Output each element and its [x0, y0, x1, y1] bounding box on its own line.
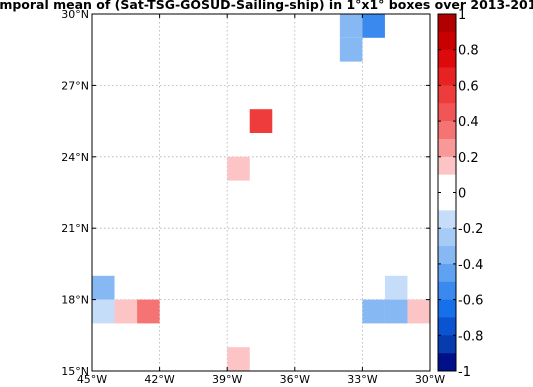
heatmap-cell — [92, 299, 115, 324]
colorbar-bin — [438, 210, 456, 229]
colorbar-bin — [438, 335, 456, 354]
y-tick-label: 30°N — [61, 8, 89, 21]
colorbar-bin — [438, 353, 456, 372]
heatmap-cell — [227, 347, 250, 371]
colorbar-bin — [438, 192, 456, 211]
heatmap-cell — [227, 156, 250, 181]
y-tick-label: 27°N — [61, 79, 89, 92]
heatmap-cell — [249, 109, 273, 133]
colorbar-tick-label: 0 — [458, 187, 466, 202]
colorbar-tick-label: 0.4 — [458, 115, 479, 130]
x-tick-label: 33°W — [347, 373, 377, 386]
colorbar-tick-label: -0.4 — [458, 258, 483, 273]
y-tick-label: 21°N — [61, 222, 89, 235]
colorbar-tick-label: -0.2 — [458, 222, 483, 237]
colorbar: 1 0.8 0.6 0.4 0.2 0 -0.2 -0.4 -0.6 -0.8 -1 — [437, 8, 483, 380]
colorbar-bin — [438, 103, 456, 122]
colorbar-tick-label: 0.2 — [458, 151, 479, 166]
colorbar-bin — [438, 228, 456, 247]
colorbar-bin — [438, 281, 456, 300]
x-tick-label: 45°W — [77, 373, 107, 386]
colorbar-tick-label: 1 — [458, 8, 466, 23]
colorbar-tick-label: 0.8 — [458, 44, 479, 59]
colorbar-bin — [438, 246, 456, 265]
x-tick-label: 30°W — [415, 373, 445, 386]
y-tick-label: 24°N — [61, 151, 89, 164]
y-tick-label: 15°N — [61, 365, 89, 378]
colorbar-bin — [438, 138, 456, 158]
heatmap-cell — [384, 275, 408, 300]
y-tick-label: 18°N — [61, 294, 89, 307]
colorbar-bin — [438, 49, 456, 68]
colorbar-bin — [438, 14, 456, 33]
heatmap-cell — [339, 37, 363, 62]
heatmap-cell — [384, 299, 408, 324]
plot-frame — [91, 13, 431, 372]
colorbar-bin — [438, 67, 456, 86]
x-tick-label: 39°W — [212, 373, 242, 386]
colorbar-tick-label: -1 — [458, 365, 471, 380]
colorbar-bin — [438, 317, 456, 336]
x-tick-label: 36°W — [280, 373, 310, 386]
colorbar-bin — [438, 121, 456, 140]
colorbar-tick-label: 0.6 — [458, 79, 479, 94]
colorbar-tick-label: -0.8 — [458, 329, 483, 344]
colorbar-bin — [438, 31, 456, 50]
colorbar-bin — [438, 263, 456, 283]
colorbar-bin — [438, 174, 456, 193]
heatmap-cell — [362, 14, 385, 38]
heatmap-cell — [137, 299, 160, 324]
heatmap-cell — [362, 299, 385, 324]
chart-title: emporal mean of (Sat-TSG-GOSUD-Sailing-s… — [0, 0, 533, 12]
heatmap-cell — [92, 275, 115, 300]
x-tick-label: 42°W — [144, 373, 174, 386]
heatmap-cell — [407, 299, 430, 324]
colorbar-bin — [438, 299, 456, 318]
cells-layer — [92, 14, 430, 371]
colorbar-bin — [438, 85, 456, 104]
colorbar-bin — [438, 156, 456, 175]
heatmap-cell — [339, 14, 363, 38]
axis-layer: 45°W 42°W 39°W 36°W 33°W 30°W 15°N 18°N 21°N 24°N… — [61, 8, 445, 386]
colorbar-tick-label: -0.6 — [458, 294, 483, 309]
heatmap-cell — [114, 299, 138, 324]
